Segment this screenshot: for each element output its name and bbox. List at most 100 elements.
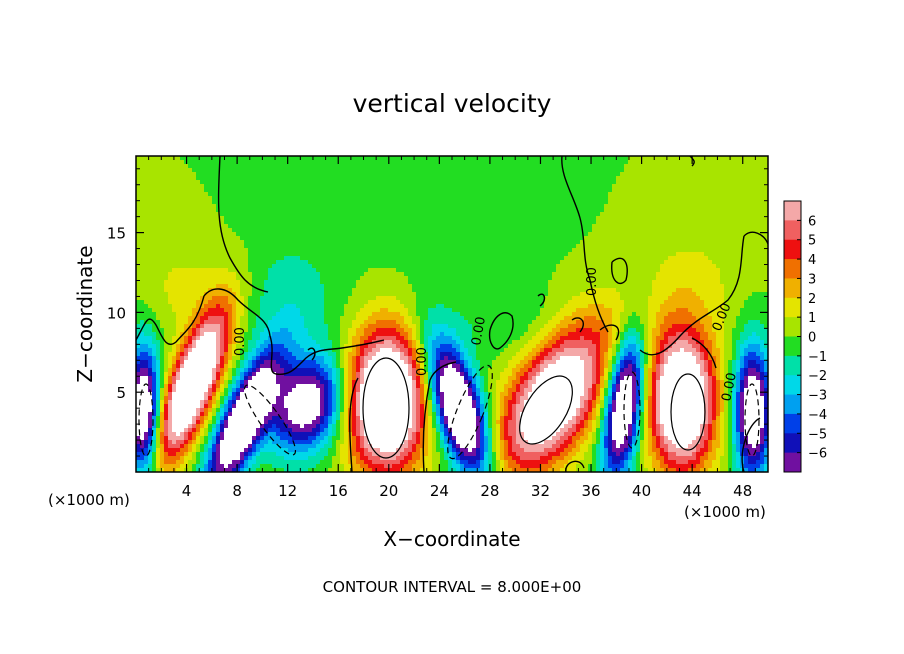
heatmap-cell	[612, 216, 617, 221]
heatmap-cell	[288, 196, 293, 201]
heatmap-cell	[640, 276, 645, 281]
heatmap-cell	[500, 216, 505, 221]
heatmap-cell	[364, 200, 369, 205]
heatmap-cell	[644, 216, 649, 221]
heatmap-cell	[740, 176, 745, 181]
heatmap-cell	[752, 192, 757, 197]
heatmap-cell	[212, 172, 217, 177]
heatmap-cell	[288, 164, 293, 169]
heatmap-cell	[432, 236, 437, 241]
heatmap-cell	[536, 244, 541, 249]
heatmap-cell	[628, 192, 633, 197]
heatmap-cell	[356, 244, 361, 249]
heatmap-cell	[336, 200, 341, 205]
heatmap-cell	[736, 220, 741, 225]
heatmap-cell	[376, 252, 381, 257]
heatmap-cell	[324, 236, 329, 241]
heatmap-cell	[664, 156, 669, 161]
heatmap-cell	[408, 260, 413, 265]
heatmap-cell	[624, 232, 629, 237]
heatmap-cell	[320, 180, 325, 185]
heatmap-cell	[192, 232, 197, 237]
heatmap-cell	[360, 256, 365, 261]
heatmap-cell	[544, 252, 549, 257]
heatmap-cell	[552, 200, 557, 205]
heatmap	[136, 156, 768, 472]
heatmap-cell	[736, 252, 741, 257]
heatmap-cell	[556, 244, 561, 249]
heatmap-cell	[416, 240, 421, 245]
heatmap-cell	[468, 280, 473, 285]
heatmap-cell	[764, 268, 768, 273]
heatmap-cell	[156, 260, 161, 265]
heatmap-cell	[428, 188, 433, 193]
heatmap-cell	[152, 168, 157, 173]
heatmap-cell	[616, 188, 621, 193]
heatmap-cell	[288, 200, 293, 205]
heatmap-cell	[196, 208, 201, 213]
heatmap-cell	[356, 156, 361, 161]
heatmap-cell	[556, 272, 561, 277]
heatmap-cell	[424, 208, 429, 213]
heatmap-cell	[328, 216, 333, 221]
heatmap-cell	[268, 160, 273, 165]
heatmap-cell	[172, 212, 177, 217]
heatmap-cell	[248, 188, 253, 193]
heatmap-cell	[332, 176, 337, 181]
heatmap-cell	[684, 184, 689, 189]
heatmap-cell	[336, 268, 341, 273]
heatmap-cell	[680, 256, 685, 261]
heatmap-cell	[160, 224, 165, 229]
heatmap-cell	[576, 164, 581, 169]
heatmap-cell	[408, 204, 413, 209]
heatmap-cell	[300, 272, 305, 277]
heatmap-cell	[456, 256, 461, 261]
heatmap-cell	[532, 236, 537, 241]
heatmap-cell	[416, 212, 421, 217]
heatmap-cell	[728, 168, 733, 173]
heatmap-cell	[360, 188, 365, 193]
heatmap-cell	[352, 156, 357, 161]
heatmap-cell	[164, 252, 169, 257]
heatmap-cell	[188, 256, 193, 261]
heatmap-cell	[636, 228, 641, 233]
heatmap-cell	[732, 236, 737, 241]
heatmap-cell	[168, 264, 173, 269]
heatmap-cell	[592, 168, 597, 173]
heatmap-cell	[716, 268, 721, 273]
heatmap-cell	[580, 252, 585, 257]
heatmap-cell	[300, 172, 305, 177]
heatmap-cell	[428, 192, 433, 197]
heatmap-cell	[160, 240, 165, 245]
heatmap-cell	[184, 200, 189, 205]
heatmap-cell	[232, 248, 237, 253]
heatmap-cell	[184, 276, 189, 281]
heatmap-cell	[144, 184, 149, 189]
heatmap-cell	[660, 268, 665, 273]
heatmap-cell	[332, 220, 337, 225]
heatmap-cell	[176, 192, 181, 197]
heatmap-cell	[388, 216, 393, 221]
heatmap-cell	[484, 276, 489, 281]
heatmap-cell	[156, 240, 161, 245]
heatmap-cell	[424, 248, 429, 253]
heatmap-cell	[744, 252, 749, 257]
heatmap-cell	[344, 188, 349, 193]
heatmap-cell	[528, 184, 533, 189]
heatmap-cell	[532, 228, 537, 233]
heatmap-cell	[644, 200, 649, 205]
heatmap-cell	[564, 220, 569, 225]
heatmap-cell	[644, 244, 649, 249]
heatmap-cell	[224, 188, 229, 193]
heatmap-cell	[456, 184, 461, 189]
heatmap-cell	[664, 164, 669, 169]
heatmap-cell	[352, 272, 357, 277]
heatmap-cell	[728, 264, 733, 269]
heatmap-cell	[480, 192, 485, 197]
heatmap-cell	[476, 156, 481, 161]
heatmap-cell	[392, 172, 397, 177]
heatmap-cell	[740, 192, 745, 197]
heatmap-cell	[424, 180, 429, 185]
heatmap-cell	[200, 164, 205, 169]
heatmap-cell	[308, 264, 313, 269]
